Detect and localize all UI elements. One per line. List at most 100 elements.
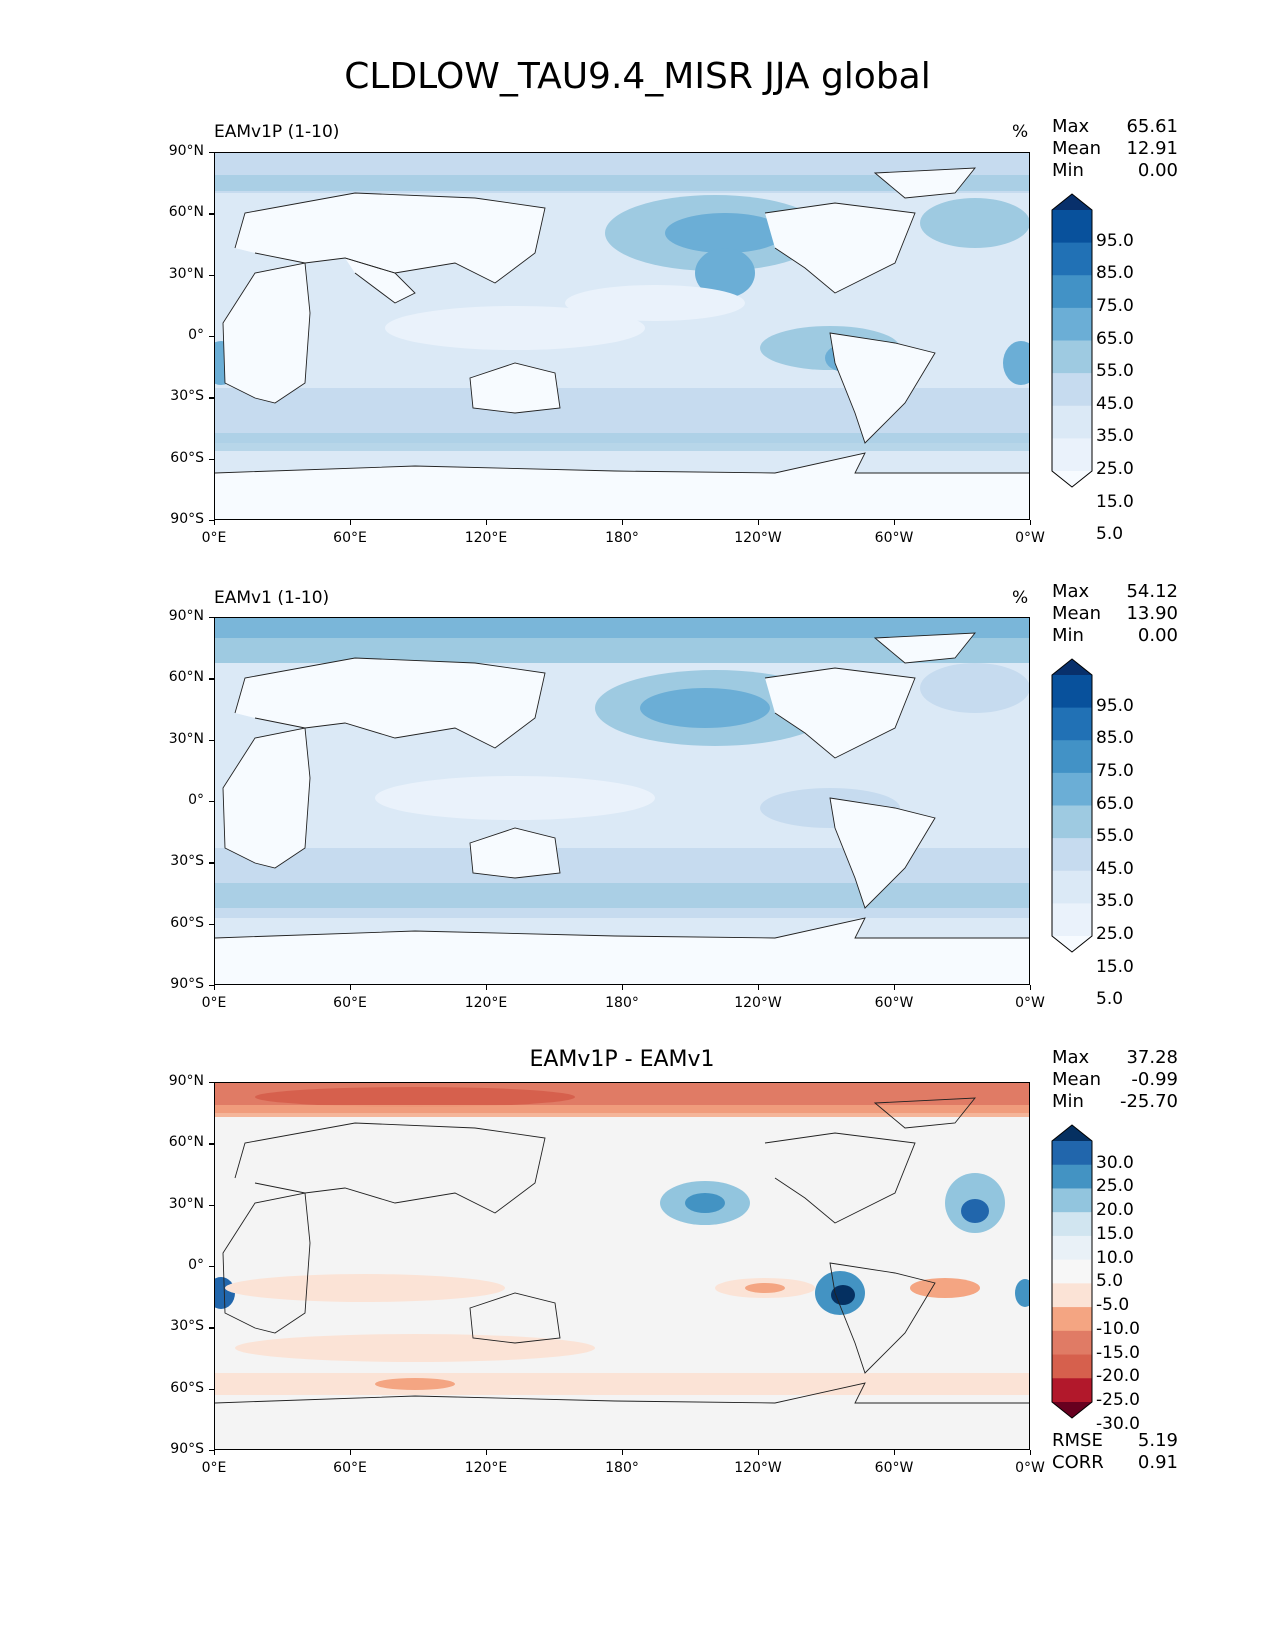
colorbar-segment: [1052, 675, 1092, 709]
units-label: %: [1012, 122, 1029, 142]
colorbar-segment: [1052, 838, 1092, 872]
x-tick-mark: [758, 520, 760, 525]
colorbar-segment: [1052, 1235, 1092, 1261]
mean-label: Mean: [1052, 603, 1102, 624]
colorbar-segment: [1052, 1212, 1092, 1237]
panel-eamv1: EAMv1 (1-10) %: [0, 0, 1275, 985]
y-tick-mark: [209, 1450, 214, 1452]
y-tick-mark: [209, 458, 214, 460]
min-label: Min: [1052, 160, 1084, 181]
colorbar-segment: [1052, 1354, 1092, 1379]
colorbar-segment: [1052, 870, 1092, 904]
stats-eamv1: Max 54.12 Mean 13.90 Min 0.00: [1052, 581, 1178, 647]
x-tick-label: 60°E: [333, 1460, 367, 1476]
colorbar-label: 10.0: [1096, 1247, 1134, 1268]
x-tick-mark: [214, 520, 216, 525]
colorbar-label: 5.0: [1096, 524, 1124, 545]
panel-eamv1p: EAMv1P (1-10) %: [0, 0, 1275, 520]
x-tick-label: 180°: [605, 995, 639, 1011]
x-tick-label: 60°W: [874, 530, 914, 546]
x-tick-mark: [486, 985, 488, 990]
y-tick-mark: [209, 739, 214, 741]
y-tick-mark: [209, 213, 214, 215]
diff-title: EAMv1P - EAMv1: [529, 1047, 715, 1072]
colorbar-label: -25.0: [1096, 1390, 1140, 1410]
min-value: 0.00: [1137, 625, 1178, 646]
y-tick-label: 60°N: [168, 204, 204, 221]
colorbar-label: 65.0: [1096, 328, 1134, 349]
x-tick-label: 0°E: [201, 1460, 227, 1476]
colorbar-label: 20.0: [1096, 1200, 1134, 1221]
colorbar-segment: [1052, 307, 1092, 341]
colorbar-label: 85.0: [1096, 728, 1134, 749]
y-tick-label: 30°S: [170, 853, 204, 870]
colorbar-label: 45.0: [1096, 393, 1134, 414]
mean-label: Mean: [1052, 1069, 1102, 1090]
figure-title: CLDLOW_TAU9.4_MISR JJA global: [344, 56, 931, 97]
mean-value: 13.90: [1126, 603, 1178, 624]
min-value: -25.70: [1119, 1091, 1178, 1112]
x-tick-label: 60°E: [333, 995, 367, 1011]
colorbar-segment: [1052, 210, 1092, 244]
colorbar-label: -10.0: [1096, 1318, 1140, 1339]
max-value: 65.61: [1126, 116, 1178, 137]
x-tick-mark: [894, 985, 896, 990]
x-tick-mark: [1030, 985, 1032, 990]
colorbar-label: 95.0: [1096, 695, 1134, 716]
x-tick-label: 120°W: [734, 1460, 782, 1476]
colorbar-extend-max: [1052, 194, 1092, 210]
colorbar-segment: [1052, 1164, 1092, 1189]
x-tick-label: 120°W: [734, 995, 782, 1011]
x-tick-mark: [350, 985, 352, 990]
colorbar-label: 15.0: [1096, 1223, 1134, 1244]
colorbar-segment: [1052, 1378, 1092, 1403]
colorbar-segment: [1052, 1188, 1092, 1213]
panel-label: EAMv1 (1-10): [214, 588, 330, 608]
max-label: Max: [1052, 1047, 1090, 1068]
colorbar-segment: [1052, 438, 1092, 472]
colorbar: [1051, 658, 1093, 953]
y-tick-mark: [209, 923, 214, 925]
x-tick-mark: [622, 985, 624, 990]
x-tick-mark: [622, 1450, 624, 1455]
colorbar-extend-min: [1052, 471, 1092, 487]
x-tick-mark: [894, 1450, 896, 1455]
colorbar-label: 35.0: [1096, 426, 1134, 447]
x-tick-label: 120°W: [734, 530, 782, 546]
corr-label: CORR: [1052, 1452, 1104, 1473]
colorbar-label: -20.0: [1096, 1366, 1140, 1387]
map-diff: [214, 1082, 1030, 1450]
x-tick-label: 0°W: [1015, 995, 1045, 1011]
y-tick-mark: [209, 617, 214, 619]
colorbar-segment: [1052, 1330, 1092, 1356]
x-tick-mark: [758, 1450, 760, 1455]
colorbar-label: 5.0: [1096, 989, 1124, 1010]
colorbar-label: 30.0: [1096, 1152, 1134, 1173]
colorbar-label: -30.0: [1096, 1413, 1140, 1434]
colorbar-label: 65.0: [1096, 793, 1134, 814]
map-eamv1: [214, 617, 1030, 985]
colorbar-label: 15.0: [1096, 956, 1134, 977]
y-tick-label: 30°N: [168, 730, 204, 747]
y-tick-mark: [209, 801, 214, 803]
y-tick-label: 90°S: [170, 511, 204, 527]
colorbar-segment: [1052, 242, 1092, 276]
y-tick-label: 30°N: [168, 1195, 204, 1212]
colorbar-segment: [1052, 772, 1092, 806]
colorbar-segment: [1052, 903, 1092, 937]
y-tick-mark: [209, 862, 214, 864]
x-tick-label: 60°E: [333, 530, 367, 546]
colorbar-segment: [1052, 373, 1092, 407]
x-tick-mark: [486, 520, 488, 525]
colorbar-label: 35.0: [1096, 891, 1134, 912]
y-tick-mark: [209, 678, 214, 680]
y-tick-label: 90°S: [170, 1441, 204, 1457]
y-tick-mark: [209, 152, 214, 154]
colorbar-segment: [1052, 707, 1092, 741]
colorbar-extend-max: [1052, 659, 1092, 675]
y-tick-label: 60°S: [170, 449, 204, 466]
max-value: 54.12: [1126, 581, 1178, 602]
y-tick-mark: [209, 274, 214, 276]
colorbar-label: -5.0: [1096, 1295, 1130, 1316]
colorbar-label: 75.0: [1096, 760, 1134, 781]
